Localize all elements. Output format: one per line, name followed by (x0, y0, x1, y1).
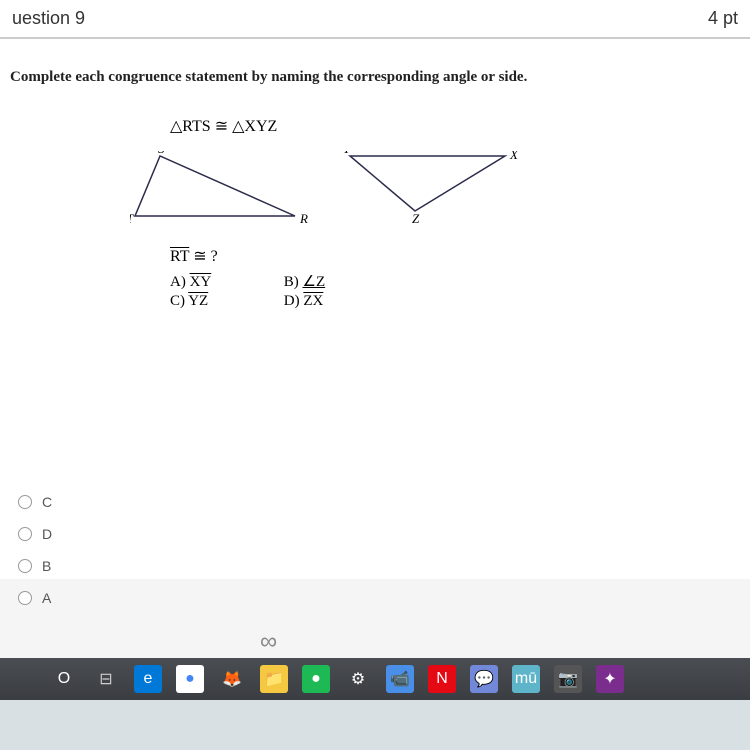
infinity-icon: ∞ (260, 628, 277, 656)
edge-icon[interactable]: e (134, 665, 162, 693)
explorer-icon[interactable]: 📁 (260, 665, 288, 693)
label-r: R (299, 211, 308, 226)
taskview-icon[interactable]: ⊟ (92, 665, 120, 693)
netflix-icon[interactable]: N (428, 665, 456, 693)
triangle-xyz: Y X Z (343, 151, 519, 226)
label-x: X (509, 151, 519, 162)
settings-icon[interactable]: ⚙ (344, 665, 372, 693)
radio-label: B (42, 558, 51, 574)
radio-icon (18, 591, 32, 605)
radio-icon (18, 495, 32, 509)
radio-label: C (42, 494, 52, 510)
chrome-icon[interactable]: ● (176, 665, 204, 693)
radio-option-a[interactable]: A (18, 590, 52, 606)
firefox-icon[interactable]: 🦊 (218, 665, 246, 693)
question-prompt: Complete each congruence statement by na… (10, 69, 740, 86)
spotify-icon[interactable]: ● (302, 665, 330, 693)
radio-option-c[interactable]: C (18, 494, 52, 510)
choice-row-1: A) XY B) ∠Z (170, 272, 740, 291)
cortana-icon[interactable]: O (50, 665, 78, 693)
answer-radio-group: C D B A (18, 494, 52, 622)
triangles-svg: S T R Y X Z (130, 151, 530, 231)
radio-option-d[interactable]: D (18, 526, 52, 542)
question-asking: RT ≅ ? (170, 246, 740, 266)
quiz-window: uestion 9 4 pt Complete each congruence … (0, 0, 750, 700)
radio-option-b[interactable]: B (18, 558, 52, 574)
question-content: Complete each congruence statement by na… (0, 39, 750, 579)
windows-taskbar: O ⊟ e ● 🦊 📁 ● ⚙ 📹 N 💬 mū 📷 ✦ (0, 658, 750, 700)
choice-c: C) YZ (170, 293, 280, 310)
label-z: Z (412, 211, 420, 226)
answer-choices: A) XY B) ∠Z C) YZ D) ZX (170, 272, 740, 310)
radio-label: A (42, 590, 51, 606)
choice-row-2: C) YZ D) ZX (170, 293, 740, 310)
choice-a: A) XY (170, 274, 280, 291)
segment-rt: RT (170, 248, 189, 265)
radio-label: D (42, 526, 52, 542)
congruence-statement: △RTS ≅ △XYZ (170, 116, 740, 136)
triangle-diagrams: S T R Y X Z (130, 151, 740, 236)
label-s: S (158, 151, 165, 156)
app-icon[interactable]: mū (512, 665, 540, 693)
choice-b: B) ∠Z (284, 274, 325, 290)
radio-icon (18, 527, 32, 541)
camera-icon[interactable]: 📹 (386, 665, 414, 693)
question-header: uestion 9 4 pt (0, 0, 750, 39)
app2-icon[interactable]: ✦ (596, 665, 624, 693)
congruent-to: ≅ ? (189, 248, 218, 265)
points-label: 4 pt (708, 8, 738, 29)
radio-icon (18, 559, 32, 573)
discord-icon[interactable]: 💬 (470, 665, 498, 693)
question-number: uestion 9 (12, 8, 85, 29)
label-t: T (130, 211, 134, 226)
choice-d: D) ZX (284, 293, 324, 309)
photos-icon[interactable]: 📷 (554, 665, 582, 693)
triangle-rts: S T R (130, 151, 308, 226)
